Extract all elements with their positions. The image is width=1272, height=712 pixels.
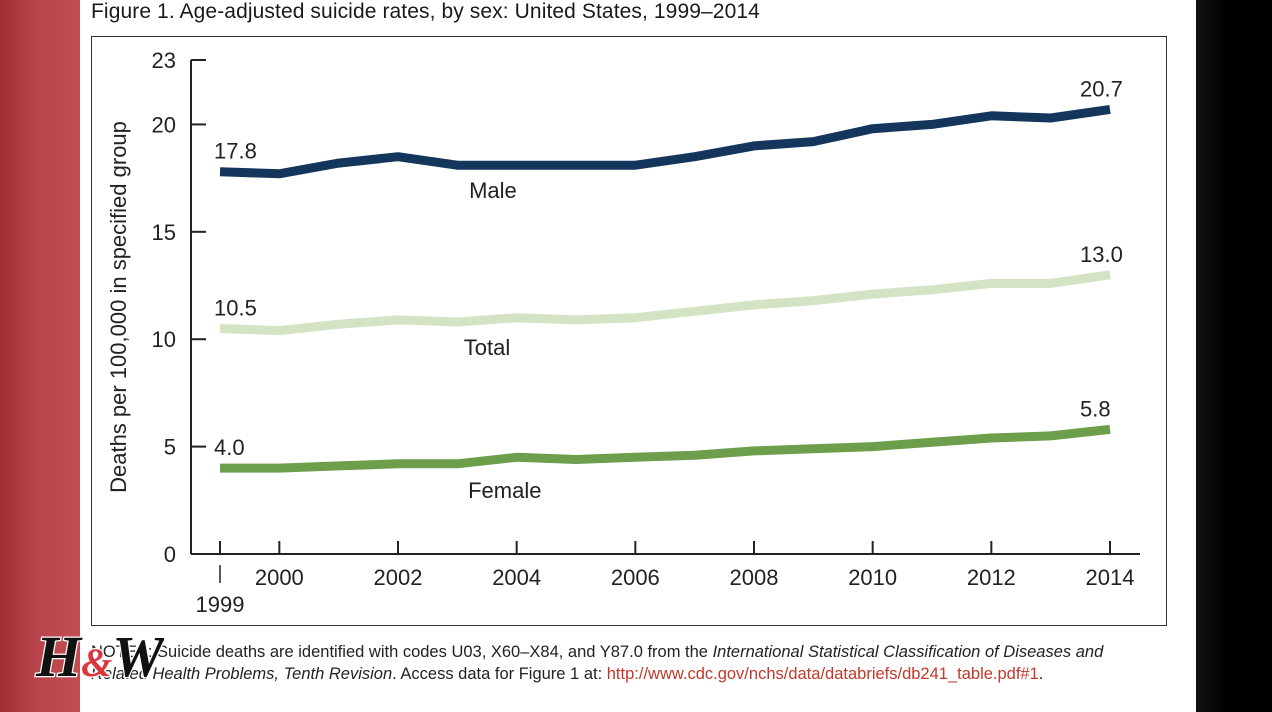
series-label-male: Male bbox=[469, 178, 517, 203]
data-label-start-total: 10.5 bbox=[214, 295, 257, 320]
y-tick-label: 20 bbox=[152, 112, 176, 137]
x-tick-label-1999: 1999 bbox=[196, 592, 245, 617]
x-tick-label: 2012 bbox=[967, 565, 1016, 590]
data-table-link[interactable]: http://www.cdc.gov/nchs/data/databriefs/… bbox=[606, 665, 1039, 683]
figure-title: Figure 1. Age-adjusted suicide rates, by… bbox=[91, 0, 760, 23]
data-label-start-male: 17.8 bbox=[214, 139, 257, 164]
x-tick-label: 2010 bbox=[848, 565, 897, 590]
left-background-band bbox=[0, 0, 80, 712]
y-tick-label: 23 bbox=[152, 48, 176, 73]
hw-logo: H&W bbox=[34, 623, 164, 688]
x-tick-label: 2004 bbox=[492, 565, 541, 590]
y-tick-label: 0 bbox=[164, 542, 176, 567]
notes-middle: . Access data for Figure 1 at: bbox=[392, 665, 607, 683]
notes-text: NOTES: Suicide deaths are identified wit… bbox=[91, 643, 713, 661]
notes-citation: International Statistical Classification… bbox=[91, 643, 1104, 683]
figure-notes: NOTES: Suicide deaths are identified wit… bbox=[91, 641, 1151, 685]
series-label-total: Total bbox=[464, 335, 510, 360]
x-tick-label: 2000 bbox=[255, 565, 304, 590]
x-tick-label: 2002 bbox=[374, 565, 423, 590]
logo-lettering: H&W bbox=[35, 624, 164, 688]
data-label-end-total: 13.0 bbox=[1080, 242, 1123, 267]
notes-suffix: . bbox=[1038, 665, 1044, 683]
x-tick-label: 2014 bbox=[1086, 565, 1135, 590]
data-label-end-female: 5.8 bbox=[1080, 396, 1111, 421]
series-line-male bbox=[219, 104, 1111, 179]
series-line-female bbox=[220, 424, 1111, 473]
series-label-female: Female bbox=[468, 478, 541, 503]
data-label-end-male: 20.7 bbox=[1080, 76, 1123, 101]
y-axis-label: Deaths per 100,000 in specified group bbox=[106, 121, 131, 493]
data-label-start-female: 4.0 bbox=[214, 435, 245, 460]
x-tick-label: 2006 bbox=[611, 565, 660, 590]
y-tick-label: 5 bbox=[164, 435, 176, 460]
right-background-band bbox=[1196, 0, 1272, 712]
series-line-total bbox=[219, 270, 1111, 336]
y-tick-label: 15 bbox=[152, 220, 176, 245]
x-tick-label: 2008 bbox=[730, 565, 779, 590]
y-tick-label: 10 bbox=[152, 327, 176, 352]
